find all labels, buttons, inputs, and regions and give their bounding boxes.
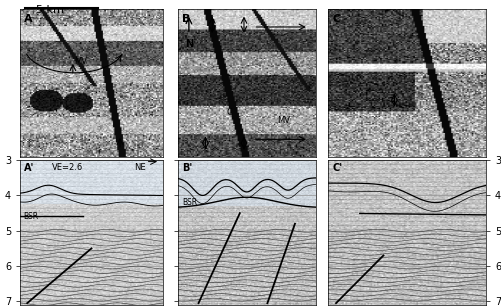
- Text: BSR: BSR: [23, 213, 38, 221]
- Text: NE: NE: [134, 163, 146, 172]
- Text: A': A': [25, 163, 35, 173]
- Text: C: C: [333, 14, 341, 24]
- Text: B: B: [182, 14, 190, 24]
- Text: MV: MV: [74, 57, 87, 66]
- Bar: [20, 160, 163, 204]
- Text: BSR: BSR: [182, 198, 197, 207]
- Bar: [178, 160, 316, 206]
- Text: A: A: [25, 14, 33, 24]
- Text: N: N: [185, 39, 193, 49]
- Text: 5 km: 5 km: [36, 5, 64, 14]
- Text: MV: MV: [277, 116, 290, 125]
- Text: B': B': [182, 163, 192, 173]
- Text: VE=2.6: VE=2.6: [52, 163, 83, 172]
- Bar: [20, 204, 163, 305]
- Text: C: C: [226, 108, 232, 117]
- Text: C': C': [333, 163, 343, 173]
